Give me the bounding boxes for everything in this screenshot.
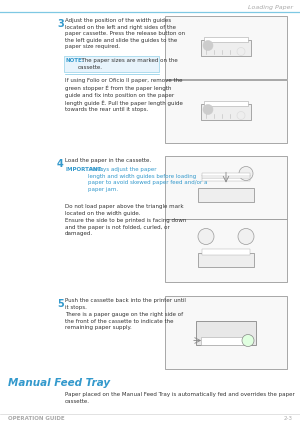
- FancyBboxPatch shape: [202, 175, 250, 178]
- Circle shape: [203, 105, 213, 114]
- FancyBboxPatch shape: [165, 80, 287, 143]
- FancyBboxPatch shape: [64, 56, 159, 72]
- FancyBboxPatch shape: [201, 337, 251, 345]
- FancyBboxPatch shape: [202, 249, 250, 255]
- FancyBboxPatch shape: [204, 37, 248, 42]
- Text: Load the paper in the cassette.: Load the paper in the cassette.: [65, 158, 151, 163]
- Text: Push the cassette back into the printer until
it stops.: Push the cassette back into the printer …: [65, 298, 186, 309]
- FancyBboxPatch shape: [165, 219, 287, 282]
- Text: NOTE:: NOTE:: [66, 58, 85, 63]
- Text: Do not load paper above the triangle mark
located on the width guide.: Do not load paper above the triangle mar…: [65, 204, 184, 215]
- Circle shape: [239, 167, 253, 181]
- Text: 5: 5: [57, 299, 64, 309]
- Text: Loading Paper: Loading Paper: [248, 5, 293, 10]
- FancyBboxPatch shape: [201, 104, 251, 119]
- Text: If using Folio or Oficio II paper, remove the
green stopper É from the paper len: If using Folio or Oficio II paper, remov…: [65, 78, 183, 112]
- FancyBboxPatch shape: [198, 187, 254, 201]
- Text: Adjust the position of the width guides
located on the left and right sides of t: Adjust the position of the width guides …: [65, 18, 185, 49]
- Text: 3: 3: [57, 19, 64, 29]
- Text: 4: 4: [57, 159, 64, 169]
- Text: IMPORTANT:: IMPORTANT:: [65, 167, 103, 172]
- FancyBboxPatch shape: [202, 173, 250, 176]
- Text: Always adjust the paper
length and width guides before loading
paper to avoid sk: Always adjust the paper length and width…: [88, 167, 208, 192]
- FancyBboxPatch shape: [201, 40, 251, 56]
- Circle shape: [242, 334, 254, 346]
- FancyBboxPatch shape: [198, 252, 254, 266]
- FancyBboxPatch shape: [165, 156, 287, 219]
- Circle shape: [198, 229, 214, 244]
- Text: 2-3: 2-3: [284, 416, 293, 421]
- Circle shape: [203, 40, 213, 51]
- Text: There is a paper gauge on the right side of
the front of the cassette to indicat: There is a paper gauge on the right side…: [65, 312, 183, 330]
- FancyBboxPatch shape: [204, 100, 248, 105]
- Text: Paper placed on the Manual Feed Tray is automatically fed and overrides the pape: Paper placed on the Manual Feed Tray is …: [65, 392, 295, 404]
- Text: Manual Feed Tray: Manual Feed Tray: [8, 378, 110, 388]
- Text: OPERATION GUIDE: OPERATION GUIDE: [8, 416, 64, 421]
- Circle shape: [238, 229, 254, 244]
- FancyBboxPatch shape: [165, 16, 287, 79]
- FancyBboxPatch shape: [196, 320, 256, 345]
- Text: Ensure the side to be printed is facing down
and the paper is not folded, curled: Ensure the side to be printed is facing …: [65, 218, 186, 236]
- Text: The paper sizes are marked on the
cassette.: The paper sizes are marked on the casset…: [78, 58, 178, 70]
- FancyBboxPatch shape: [165, 296, 287, 369]
- FancyBboxPatch shape: [202, 178, 250, 181]
